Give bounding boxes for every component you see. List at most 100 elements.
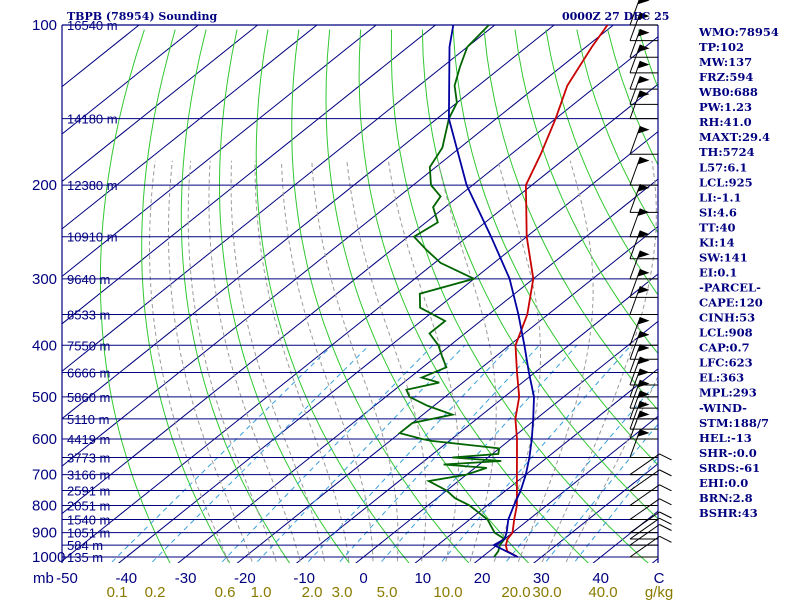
height-label: 5860 m <box>67 390 110 405</box>
wind-barb-flag <box>637 286 650 294</box>
dry-adiabat <box>762 30 800 569</box>
wind-barb-flag <box>637 250 650 259</box>
pressure-tick-label: 1000 <box>32 549 65 566</box>
wind-barb <box>629 524 660 546</box>
dry-adiabat <box>390 29 649 563</box>
pressure-tick-label: 400 <box>32 337 57 354</box>
mixing-ratio-label: 3.0 <box>332 584 353 600</box>
index-row: L57:6.1 <box>699 160 747 174</box>
wind-barb-flag <box>637 0 650 5</box>
index-row: MAXT:29.4 <box>699 130 770 144</box>
pressure-tick-label: 100 <box>32 17 57 34</box>
index-row: WB0:688 <box>698 85 758 99</box>
height-label: 5110 m <box>67 412 109 427</box>
pressure-tick-label: 300 <box>32 271 57 288</box>
wind-barb-flag <box>637 356 650 365</box>
moist-adiabat <box>437 160 497 563</box>
wind-barb-feather <box>659 469 672 477</box>
height-label: 10910 m <box>67 230 118 245</box>
wind-barb-flag <box>637 368 650 377</box>
height-label: 1051 m <box>67 526 110 541</box>
moist-adiabat <box>493 160 541 563</box>
pressure-tick-label: 200 <box>32 177 57 194</box>
index-row: MPL:293 <box>699 386 757 400</box>
isotherm-line <box>473 415 658 563</box>
wind-barb-feather <box>659 453 672 461</box>
moist-adiabat <box>517 160 594 563</box>
wind-barb-feather <box>659 484 672 492</box>
temperature-unit-label: C <box>654 570 665 587</box>
height-label: 3773 m <box>67 450 110 465</box>
wind-barb-flag <box>637 269 650 277</box>
indices-panel: WMO:78954TP:102MW:137FRZ:594WB0:688PW:1.… <box>698 25 779 520</box>
mixing-ratio-label: 40.0 <box>588 584 617 600</box>
isotherm-line <box>62 25 378 278</box>
index-row: TH:5724 <box>699 145 755 159</box>
mixing-ratio-line <box>255 344 466 563</box>
moist-adiabat <box>187 160 278 563</box>
pressure-tick-label: 900 <box>32 525 57 542</box>
isotherm-line <box>62 25 200 135</box>
mixing-ratio-line <box>150 344 370 563</box>
dry-adiabat <box>452 29 658 466</box>
mixing-ratio-line <box>220 344 434 563</box>
index-row: HEL:-13 <box>699 431 752 445</box>
dry-adiabat <box>545 29 658 296</box>
index-row: EI:0.1 <box>699 265 737 279</box>
index-row: SHR-:0.0 <box>699 446 757 460</box>
wind-barb <box>629 453 660 476</box>
wind-barb <box>629 535 660 558</box>
index-row: EHI:0.0 <box>699 476 748 490</box>
wind-barb-flag <box>637 429 650 437</box>
dry-adiabat <box>291 29 470 563</box>
dry-adiabat <box>218 29 350 563</box>
temperature-profile <box>504 25 609 558</box>
index-row: EL:363 <box>699 371 744 385</box>
wind-barb <box>629 498 660 520</box>
moist-adiabat <box>541 160 657 563</box>
mixing-ratio-line <box>110 344 333 563</box>
moist-adiabat <box>208 160 302 563</box>
wind-barb <box>629 469 660 491</box>
isotherm-line <box>62 25 555 420</box>
pressure-tick-label: 600 <box>32 431 57 448</box>
moist-adiabat <box>387 160 460 563</box>
isotherm-line <box>414 368 658 563</box>
pressure-tick-label: 700 <box>32 467 57 484</box>
index-row: -WIND- <box>699 401 747 415</box>
wind-barb-flag <box>637 410 650 419</box>
index-row: BRN:2.8 <box>699 491 753 505</box>
index-row: LCL:908 <box>699 326 753 340</box>
height-label: 3166 m <box>67 468 110 483</box>
index-row: CAP:0.7 <box>699 341 750 355</box>
mixing-ratio-line <box>573 456 658 563</box>
moist-adiabat <box>281 160 374 563</box>
temperature-tick-label: -20 <box>234 570 256 587</box>
index-row: CINH:53 <box>699 311 755 325</box>
temperature-tick-label: -10 <box>293 570 315 587</box>
index-row: SI:4.6 <box>699 205 737 219</box>
wind-barb-feather <box>659 524 672 531</box>
wind-barb-flag <box>637 379 650 388</box>
index-row: SRDS:-61 <box>699 461 760 475</box>
wind-barb <box>629 511 660 534</box>
index-row: WMO:78954 <box>698 25 779 39</box>
isotherm-line <box>62 25 318 230</box>
mixing-ratio-line <box>337 344 540 563</box>
wind-barb-feather <box>659 517 672 525</box>
pressure-unit-label: mb <box>33 570 54 587</box>
temperature-tick-label: 10 <box>414 570 431 587</box>
moist-adiabat <box>565 375 658 563</box>
index-row: PW:1.23 <box>699 100 752 114</box>
height-label: 1540 m <box>67 512 110 527</box>
mixing-ratio-label: 10.0 <box>433 584 462 600</box>
index-row: RH:41.0 <box>699 115 752 129</box>
index-row: TT:40 <box>699 220 736 234</box>
dry-adiabat <box>421 29 658 520</box>
mixing-ratio-label: 20.0 <box>501 584 530 600</box>
wind-barb-flag <box>637 344 650 352</box>
mixing-ratio-line <box>504 380 658 563</box>
mixing-ratio-line <box>379 344 578 563</box>
dry-adiabat <box>141 29 231 563</box>
height-label: 584 m <box>67 538 103 553</box>
